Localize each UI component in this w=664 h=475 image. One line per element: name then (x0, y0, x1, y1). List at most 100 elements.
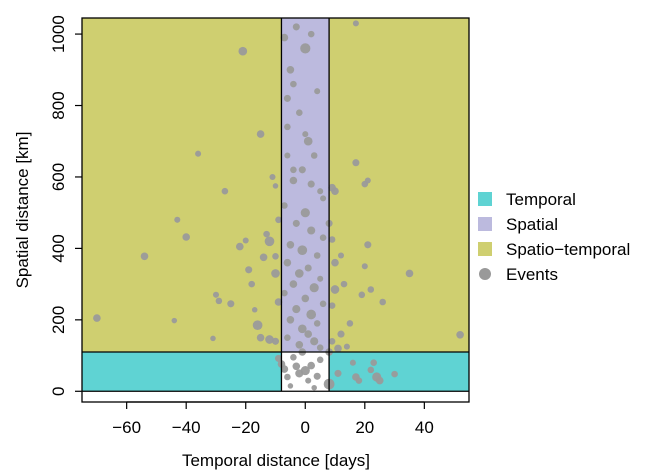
event-point (227, 300, 235, 308)
legend-label: Spatio−temporal (506, 240, 630, 259)
region-layer (82, 18, 469, 392)
event-point (319, 300, 327, 308)
event-point (297, 245, 308, 256)
event-point (343, 343, 350, 350)
event-point (349, 359, 356, 366)
event-point (309, 283, 319, 293)
event-point (274, 298, 283, 306)
event-point (328, 236, 336, 243)
y-axis-label: Spatial distance [km] (13, 132, 32, 289)
event-point (251, 307, 258, 313)
event-point (391, 370, 398, 378)
event-point (301, 294, 310, 303)
event-point (307, 361, 316, 370)
event-point (259, 253, 268, 262)
x-axis: −60 −40 −20 0 20 40 (112, 401, 434, 437)
y-axis: 0 200 400 600 800 1000 (49, 15, 82, 396)
event-point (242, 237, 249, 244)
event-point (456, 331, 464, 339)
event-point (296, 109, 303, 116)
legend-swatch (478, 217, 492, 231)
event-point (274, 354, 283, 362)
event-point (364, 177, 371, 184)
event-point (265, 335, 274, 344)
event-point (195, 150, 202, 157)
legend-swatch (478, 242, 492, 256)
event-point (294, 269, 304, 278)
event-point (302, 131, 309, 138)
event-point (316, 344, 324, 351)
event-point (272, 253, 279, 260)
x-tick-label: −20 (231, 418, 260, 437)
region-borders (82, 18, 469, 392)
legend-marker (479, 268, 491, 280)
event-point (300, 208, 310, 218)
event-point (331, 258, 339, 267)
event-point (140, 252, 149, 261)
event-point (337, 252, 345, 259)
event-point (361, 263, 368, 270)
y-tick-label: 600 (49, 163, 68, 191)
event-point (289, 280, 298, 288)
event-point (236, 242, 244, 251)
event-point (375, 376, 384, 385)
event-point (93, 314, 101, 322)
event-point (303, 136, 313, 146)
event-point (317, 275, 324, 282)
event-point (352, 159, 360, 167)
event-point (292, 219, 300, 227)
event-point (320, 195, 327, 202)
legend-label: Temporal (506, 190, 576, 209)
event-point (271, 269, 280, 278)
event-point (307, 226, 316, 235)
legend-label: Events (506, 265, 558, 284)
event-point (284, 123, 291, 131)
event-point (290, 80, 297, 88)
event-point (319, 234, 327, 241)
event-point (311, 384, 317, 391)
event-point (346, 320, 354, 327)
x-tick-label: −40 (172, 418, 201, 437)
x-tick-label: −60 (112, 418, 141, 437)
event-point (367, 366, 375, 374)
event-point (313, 372, 321, 380)
event-point (340, 280, 348, 288)
event-point (252, 320, 263, 331)
event-point (300, 366, 310, 376)
legend: Temporal Spatial Spatio−temporal Events (478, 190, 630, 284)
event-point (171, 317, 178, 324)
event-point (304, 330, 313, 338)
event-point (292, 23, 300, 31)
event-point (314, 88, 321, 95)
event-point (367, 286, 375, 293)
event-point (355, 377, 363, 384)
event-point (275, 216, 282, 224)
event-point (221, 187, 229, 195)
event-point (358, 291, 366, 299)
event-point (245, 266, 253, 274)
event-point (280, 33, 289, 42)
event-point (283, 94, 291, 102)
event-point (334, 344, 342, 353)
event-point (310, 337, 319, 346)
legend-swatch (478, 192, 492, 206)
event-point (292, 305, 301, 314)
event-point (379, 298, 386, 306)
x-tick-label: 20 (355, 418, 374, 437)
x-axis-label: Temporal distance [days] (182, 451, 370, 470)
event-point (248, 280, 255, 288)
event-point (305, 377, 312, 384)
event-point (370, 359, 377, 366)
event-point (313, 252, 321, 259)
event-point (316, 356, 324, 364)
event-point (284, 334, 291, 341)
event-point (295, 341, 304, 349)
x-tick-label: 40 (415, 418, 434, 437)
event-point (352, 20, 359, 27)
event-point (281, 289, 288, 297)
event-point (215, 297, 223, 305)
event-point (290, 166, 297, 174)
event-point (307, 30, 315, 38)
event-point (174, 216, 181, 223)
